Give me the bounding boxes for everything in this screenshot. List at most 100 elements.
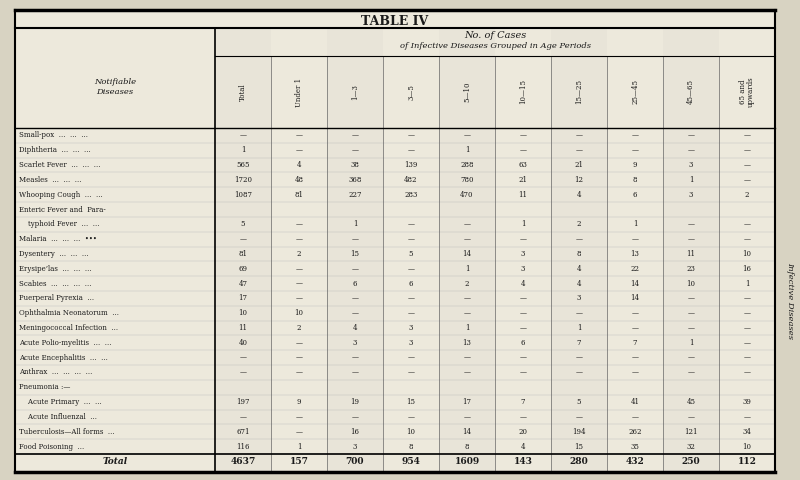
Text: 5: 5 [409,250,414,258]
Text: 194: 194 [572,428,586,436]
Text: —: — [575,235,582,243]
Text: 3: 3 [521,265,525,273]
Text: 262: 262 [628,428,642,436]
Text: 14: 14 [630,294,639,302]
Text: 1: 1 [633,220,638,228]
Text: 5: 5 [241,220,246,228]
Text: 1: 1 [745,279,750,288]
Text: 23: 23 [686,265,695,273]
Text: 565: 565 [236,161,250,169]
Text: 1720: 1720 [234,176,252,184]
Text: —: — [519,132,526,139]
Text: —: — [687,309,694,317]
Text: 7: 7 [633,339,638,347]
Text: 13: 13 [630,250,639,258]
Text: 15: 15 [574,443,583,451]
Text: 14: 14 [462,250,471,258]
Text: of Infective Diseases Grouped in Age Periods: of Infective Diseases Grouped in Age Per… [399,42,590,50]
Text: 1087: 1087 [234,191,252,199]
Text: 10: 10 [742,250,751,258]
Text: 3: 3 [577,294,581,302]
Text: Acute Influenzal  ...: Acute Influenzal ... [19,413,97,421]
Text: 17: 17 [462,398,471,406]
Text: 1: 1 [577,324,582,332]
Text: 432: 432 [626,457,645,467]
Text: 139: 139 [404,161,418,169]
Text: —: — [575,146,582,154]
Text: Whooping Cough  ...  ...: Whooping Cough ... ... [19,191,102,199]
Text: —: — [239,235,246,243]
Text: 4: 4 [577,191,582,199]
Text: typhoid Fever  ...  ...: typhoid Fever ... ... [19,220,99,228]
Text: —: — [519,413,526,421]
Text: —: — [407,309,414,317]
Text: 81: 81 [238,250,247,258]
Text: 1: 1 [465,146,470,154]
Text: 4: 4 [297,161,302,169]
Text: 288: 288 [460,161,474,169]
Text: —: — [743,413,750,421]
Text: —: — [575,413,582,421]
Text: —: — [687,146,694,154]
Text: 48: 48 [294,176,303,184]
Text: —: — [743,369,750,376]
Text: —: — [407,354,414,362]
Text: 1: 1 [689,339,694,347]
Text: 40: 40 [238,339,247,347]
Text: 8: 8 [633,176,638,184]
Text: 9: 9 [297,398,302,406]
Text: —: — [351,369,358,376]
Text: —: — [687,369,694,376]
Text: 7: 7 [577,339,582,347]
Text: —: — [743,132,750,139]
Text: —: — [743,309,750,317]
Text: 954: 954 [402,457,421,467]
Text: 6: 6 [521,339,526,347]
Text: Total: Total [239,83,247,101]
Text: —: — [575,354,582,362]
Text: 1: 1 [465,265,470,273]
Text: Total: Total [102,457,127,467]
Text: 2: 2 [297,324,302,332]
Text: 15: 15 [350,250,359,258]
Bar [663,28,719,472]
Text: 9: 9 [633,161,638,169]
Text: Diphtheria  ...  ...  ...: Diphtheria ... ... ... [19,146,90,154]
Text: Erysipe’las  ...  ...  ...: Erysipe’las ... ... ... [19,265,92,273]
Text: 4: 4 [353,324,358,332]
Text: —: — [519,324,526,332]
Text: 10: 10 [238,309,247,317]
Text: 1—3: 1—3 [351,84,359,100]
Text: 4: 4 [577,265,582,273]
Text: —: — [463,220,470,228]
Text: Scabies  ...  ...  ...  ...: Scabies ... ... ... ... [19,279,91,288]
Bar [327,28,383,472]
Text: 38: 38 [350,161,359,169]
Text: Anthrax  ...  ...  ...  ...: Anthrax ... ... ... ... [19,369,92,376]
Text: No. of Cases: No. of Cases [464,31,526,40]
Text: 21: 21 [574,161,583,169]
Text: 10: 10 [294,309,303,317]
Text: 25—45: 25—45 [631,80,639,105]
Text: —: — [295,220,302,228]
Text: 6: 6 [353,279,358,288]
Text: —: — [743,324,750,332]
Text: —: — [575,132,582,139]
Text: —: — [239,369,246,376]
Text: —: — [463,294,470,302]
Text: —: — [519,146,526,154]
Text: 6: 6 [633,191,638,199]
Text: —: — [351,132,358,139]
Text: Tuberculosis—All forms  ...: Tuberculosis—All forms ... [19,428,114,436]
Text: Scarlet Fever  ...  ...  ...: Scarlet Fever ... ... ... [19,161,101,169]
Text: —: — [743,176,750,184]
Text: —: — [351,309,358,317]
Text: 14: 14 [630,279,639,288]
Text: 3: 3 [353,443,357,451]
Text: 10: 10 [742,443,751,451]
Text: 470: 470 [460,191,474,199]
Text: 10: 10 [686,279,695,288]
Text: 41: 41 [630,398,639,406]
Text: 13: 13 [462,339,471,347]
Text: —: — [295,339,302,347]
